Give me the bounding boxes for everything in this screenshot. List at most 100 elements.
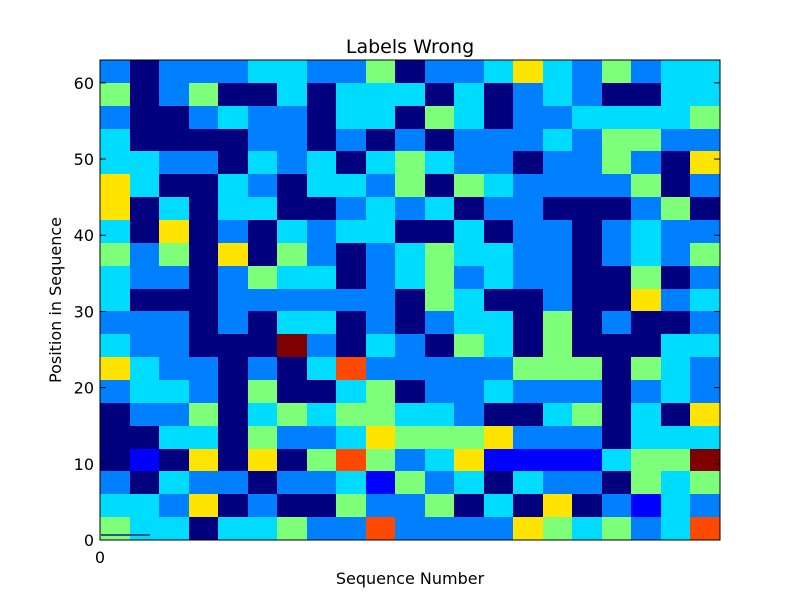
heatmap-cell <box>277 494 307 517</box>
heatmap-cell <box>336 197 366 220</box>
heatmap-cell <box>484 129 513 151</box>
heatmap-cell <box>631 449 661 471</box>
heatmap-cell <box>277 403 307 426</box>
heatmap-cell <box>366 106 395 129</box>
heatmap-cell <box>366 197 395 220</box>
heatmap-cell <box>543 311 572 334</box>
heatmap-cell <box>366 129 395 151</box>
heatmap-cell <box>277 106 307 129</box>
heatmap-cell <box>631 197 661 220</box>
heatmap-cell <box>218 266 248 289</box>
heatmap-cell <box>336 471 366 494</box>
heatmap-cell <box>159 60 189 83</box>
heatmap-cell <box>395 289 425 311</box>
heatmap-cell <box>454 289 484 311</box>
heatmap-cell <box>631 151 661 174</box>
heatmap-cell <box>277 151 307 174</box>
heatmap-cell <box>572 83 602 106</box>
heatmap-cell <box>484 243 513 266</box>
heatmap-cell <box>484 151 513 174</box>
heatmap-cell <box>631 517 661 540</box>
heatmap-cell <box>189 380 218 403</box>
heatmap-cell <box>366 174 395 197</box>
heatmap-cell <box>277 243 307 266</box>
heatmap-cell <box>484 403 513 426</box>
heatmap-cell <box>307 243 336 266</box>
heatmap-cell <box>395 426 425 449</box>
heatmap-cell <box>661 106 690 129</box>
heatmap-cell <box>218 380 248 403</box>
heatmap-cell <box>513 517 543 540</box>
heatmap-cell <box>690 380 720 403</box>
heatmap-cell <box>336 243 366 266</box>
heatmap-cell <box>572 380 602 403</box>
heatmap-cell <box>130 60 159 83</box>
heatmap-cell <box>395 357 425 380</box>
heatmap-cell <box>189 266 218 289</box>
heatmap-cell <box>130 266 159 289</box>
heatmap-cell <box>307 129 336 151</box>
heatmap-cell <box>602 106 631 129</box>
heatmap-cell <box>484 83 513 106</box>
heatmap-cell <box>395 380 425 403</box>
heatmap-cell <box>336 380 366 403</box>
heatmap-cell <box>690 403 720 426</box>
heatmap-cell <box>277 357 307 380</box>
heatmap-cell <box>631 60 661 83</box>
heatmap-cell <box>572 403 602 426</box>
heatmap-cell <box>454 449 484 471</box>
heatmap-cell <box>690 174 720 197</box>
heatmap-cell <box>661 83 690 106</box>
heatmap-cell <box>100 403 130 426</box>
heatmap-cell <box>277 83 307 106</box>
heatmap-cell <box>690 151 720 174</box>
heatmap-cell <box>602 197 631 220</box>
y-tick-label: 40 <box>74 226 94 245</box>
heatmap-cell <box>484 266 513 289</box>
heatmap-cell <box>572 494 602 517</box>
heatmap-cell <box>100 380 130 403</box>
heatmap-cell <box>690 449 720 471</box>
heatmap-cell <box>307 83 336 106</box>
heatmap-cell <box>690 83 720 106</box>
heatmap-cell <box>631 266 661 289</box>
heatmap-cell <box>336 106 366 129</box>
heatmap-cell <box>572 311 602 334</box>
heatmap-cell <box>484 357 513 380</box>
heatmap-cell <box>218 60 248 83</box>
heatmap-cell <box>248 311 277 334</box>
heatmap-cell <box>248 380 277 403</box>
heatmap-cell <box>395 311 425 334</box>
heatmap-cell <box>100 289 130 311</box>
heatmap-cell <box>100 174 130 197</box>
heatmap-cell <box>454 334 484 357</box>
heatmap-cell <box>425 517 454 540</box>
heatmap-cell <box>130 311 159 334</box>
heatmap-cell <box>336 449 366 471</box>
heatmap-cell <box>336 266 366 289</box>
heatmap-cell <box>277 334 307 357</box>
heatmap-cell <box>395 243 425 266</box>
y-tick-label: 0 <box>84 531 94 550</box>
heatmap-cell <box>277 426 307 449</box>
heatmap-cell <box>690 517 720 540</box>
heatmap-cell <box>307 449 336 471</box>
heatmap-cell <box>454 129 484 151</box>
heatmap-cell <box>100 426 130 449</box>
heatmap-cell <box>336 334 366 357</box>
y-tick-label: 60 <box>74 74 94 93</box>
heatmap-cell <box>336 151 366 174</box>
heatmap-cell <box>543 471 572 494</box>
heatmap-cell <box>100 266 130 289</box>
heatmap-cell <box>425 60 454 83</box>
heatmap-cell <box>277 60 307 83</box>
heatmap-cell <box>661 197 690 220</box>
heatmap-cell <box>336 129 366 151</box>
heatmap-cell <box>248 243 277 266</box>
heatmap-cell <box>307 380 336 403</box>
heatmap-cell <box>130 243 159 266</box>
heatmap-cell <box>189 197 218 220</box>
heatmap-cell <box>661 151 690 174</box>
x-tick-label: 0 <box>95 548 105 567</box>
heatmap-cell <box>130 403 159 426</box>
